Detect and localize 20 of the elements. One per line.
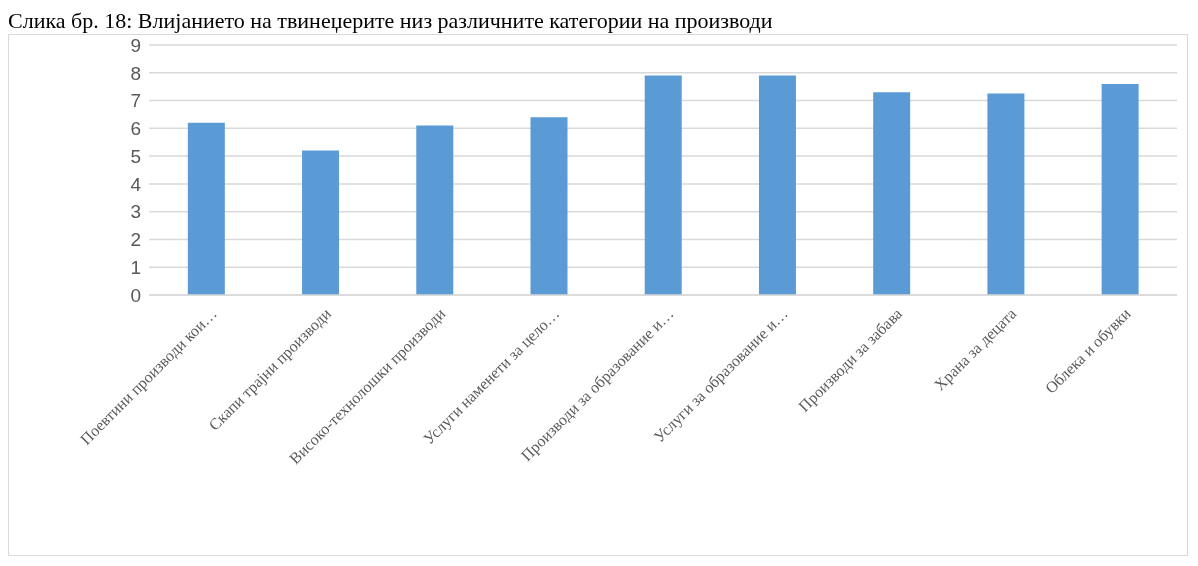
y-tick-label: 7 (130, 90, 141, 112)
bar (416, 125, 454, 295)
y-tick-label: 6 (130, 118, 141, 140)
y-tick-label: 9 (130, 34, 141, 56)
y-tick-label: 5 (130, 145, 141, 167)
bar (187, 122, 225, 295)
bar (302, 150, 340, 295)
y-tick-label: 8 (130, 62, 141, 84)
y-tick-label: 2 (130, 229, 141, 251)
bar (530, 117, 568, 295)
bar (1101, 83, 1139, 295)
bar (873, 92, 911, 295)
y-tick-label: 4 (130, 173, 142, 195)
bar (644, 75, 682, 295)
bar (758, 75, 796, 295)
y-tick-label: 0 (130, 284, 141, 306)
chart-title: Слика бр. 18: Влијанието на твинеџерите низ различните категории на производи (8, 8, 774, 34)
bar (987, 93, 1025, 295)
y-tick-label: 3 (130, 201, 141, 223)
y-tick-label: 1 (130, 256, 141, 278)
